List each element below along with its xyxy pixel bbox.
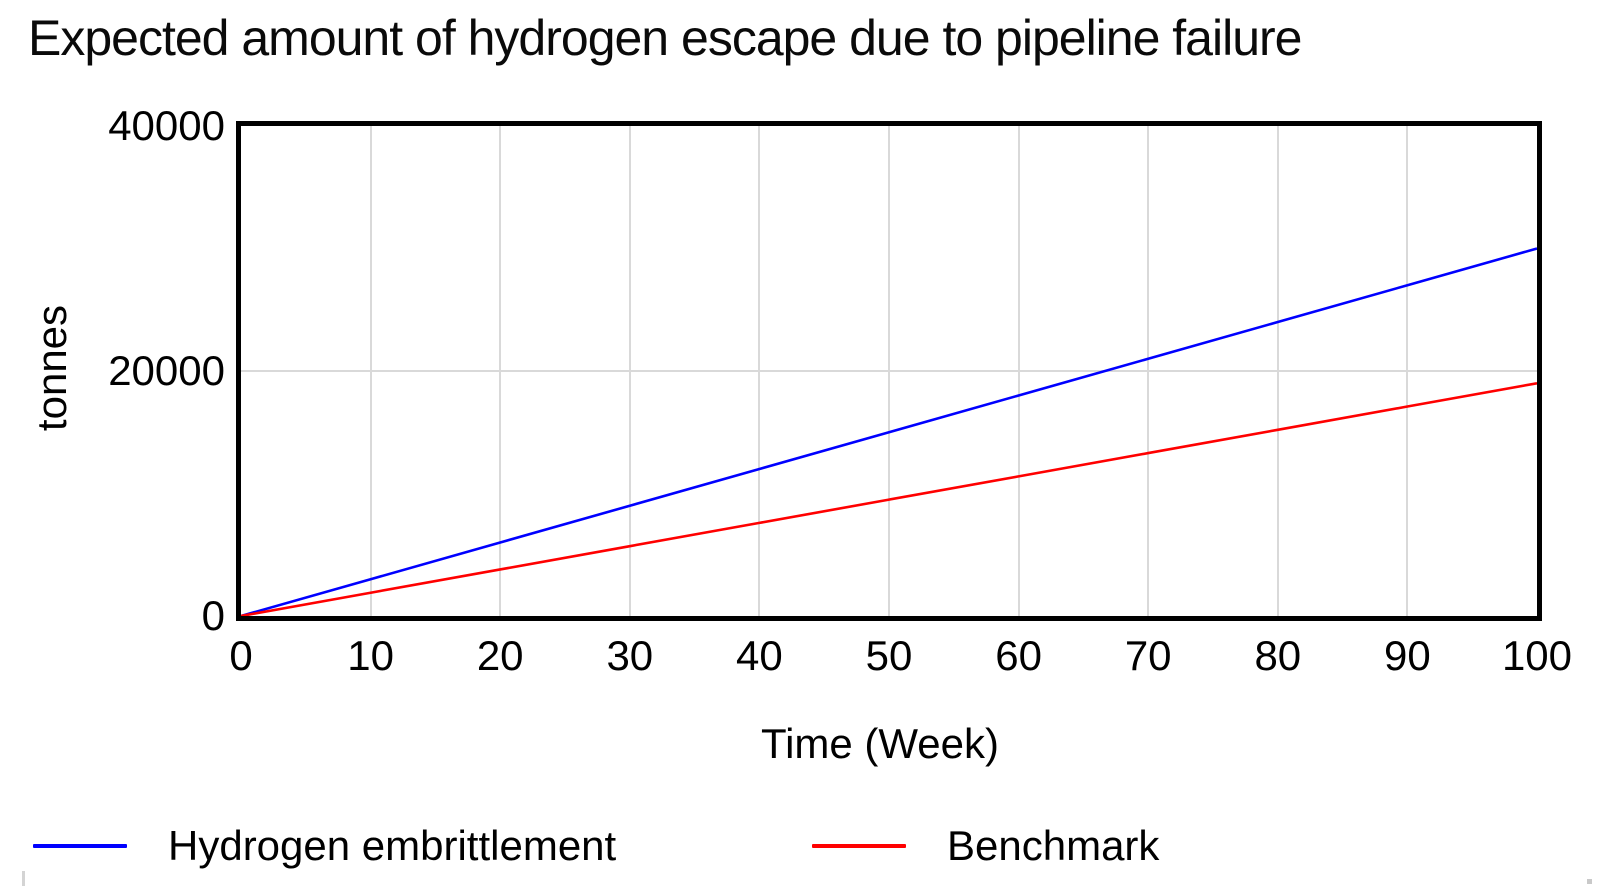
x-tick-label-70: 70 (1124, 632, 1172, 679)
scrollbar-artifact-left (22, 871, 25, 886)
x-tick-label-100: 100 (1501, 632, 1573, 679)
y-tick-label-40000: 40000 (108, 102, 225, 149)
legend-line-swatch-benchmark (812, 844, 906, 848)
legend: Hydrogen embrittlement Benchmark (0, 818, 1602, 874)
x-tick-label-80: 80 (1254, 632, 1302, 679)
x-tick-label-20: 20 (476, 632, 524, 679)
y-tick-label-0: 0 (201, 592, 225, 639)
x-tick-label-90: 90 (1384, 632, 1431, 679)
gridline-20000 (241, 370, 1537, 372)
x-tick-label-40: 40 (736, 632, 783, 679)
legend-line-swatch-hydrogen-embrittlement (33, 844, 127, 848)
legend-label-hydrogen-embrittlement: Hydrogen embrittlement (168, 822, 617, 869)
x-tick-label-60: 60 (995, 632, 1042, 679)
data-series-lines (241, 247, 1537, 616)
y-tick-label-20000: 20000 (108, 347, 225, 394)
x-axis-title: Time (Week) (760, 720, 999, 767)
series-line-0 (241, 247, 1537, 616)
scrollbar-artifact-right (1587, 879, 1592, 884)
x-tick-label-10: 10 (347, 632, 394, 679)
plot-inner (241, 126, 1537, 616)
x-tick-label-0: 0 (229, 632, 253, 679)
plot-area (236, 121, 1542, 621)
x-tick-label-50: 50 (865, 632, 913, 679)
chart-title: Expected amount of hydrogen escape due t… (28, 10, 1302, 66)
legend-label-benchmark: Benchmark (947, 822, 1160, 869)
series-line-1 (241, 381, 1537, 616)
x-tick-label-30: 30 (606, 632, 654, 679)
